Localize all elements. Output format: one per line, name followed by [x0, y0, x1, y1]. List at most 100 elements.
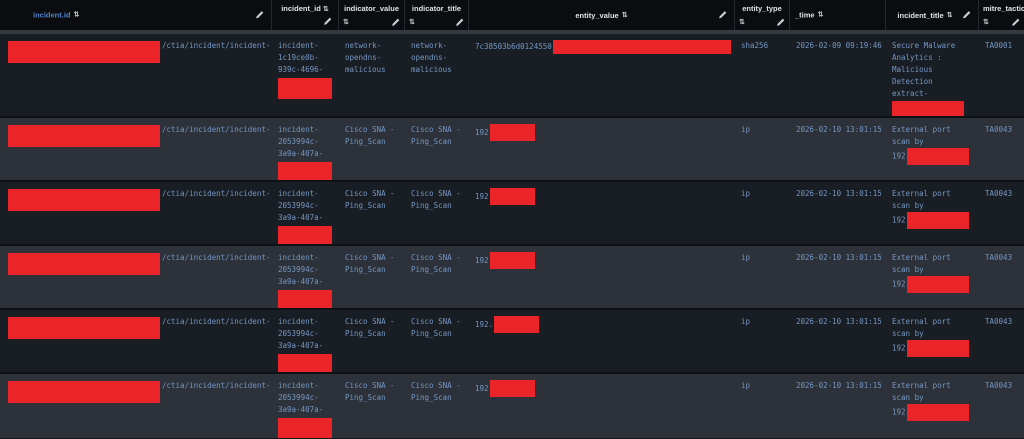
cell-incident-dot-id[interactable]: /ctia/incident/incident-	[0, 310, 272, 372]
column-header-entity-type[interactable]: entity_type ⇅	[735, 0, 790, 30]
edit-icon[interactable]	[1011, 18, 1020, 27]
column-header-entity-value[interactable]: entity_value ⇅	[469, 0, 735, 30]
cell-incident-id[interactable]: incident-2053994c-3a9a-407a-	[272, 310, 339, 372]
cell-incident-id[interactable]: incident-2053994c-3a9a-407a-	[272, 374, 339, 438]
cell-entity-type[interactable]: ip	[741, 381, 751, 390]
cell-indicator-title[interactable]: Cisco SNA - Ping_Scan	[411, 317, 461, 338]
cell-incident-id[interactable]: incident-2053994c-3a9a-407a-	[272, 118, 339, 180]
sort-icon[interactable]: ⇅	[343, 19, 349, 26]
cell-indicator-value[interactable]: Cisco SNA - Ping_Scan	[345, 253, 395, 274]
cell-time[interactable]: 2026-02-10 13:01:15	[796, 317, 882, 326]
sort-icon[interactable]: ⇅	[322, 6, 329, 13]
cell-incident-dot-id[interactable]: /ctia/incident/incident-	[0, 118, 272, 180]
cell-time[interactable]: 2026-02-10 13:01:15	[796, 125, 882, 134]
cell-incident-title[interactable]: External port scan by 192	[886, 246, 979, 308]
sort-icon[interactable]: ⇅	[817, 11, 824, 19]
redaction-box	[489, 380, 535, 397]
cell-time[interactable]: 2026-02-09 09:19:46	[796, 41, 882, 50]
cell-mitre-tactic[interactable]: TA0043	[985, 317, 1013, 326]
cell-entity-type[interactable]: ip	[741, 125, 751, 134]
cell-entity-value[interactable]: 7c38503b6d0124550	[469, 34, 735, 116]
cell-indicator-title[interactable]: Cisco SNA - Ping_Scan	[411, 125, 461, 146]
table-row: /ctia/incident/incident- incident-205399…	[0, 310, 1024, 374]
cell-incident-dot-id[interactable]: /ctia/incident/incident-	[0, 182, 272, 244]
cell-entity-type[interactable]: ip	[741, 253, 751, 262]
cell-entity-value[interactable]: 192.	[469, 310, 735, 372]
cell-indicator-title[interactable]: Cisco SNA - Ping_Scan	[411, 381, 461, 402]
cell-mitre-tactic[interactable]: TA0043	[985, 381, 1013, 390]
cell-incident-title[interactable]: External port scan by 192	[886, 118, 979, 180]
cell-indicator-value[interactable]: Cisco SNA - Ping_Scan	[345, 381, 395, 402]
column-header-incident-dot-id[interactable]: incident.id ⇅	[0, 0, 272, 30]
cell-time[interactable]: 2026-02-10 13:01:15	[796, 189, 882, 198]
redaction-box	[278, 162, 332, 180]
cell-time[interactable]: 2026-02-10 13:01:15	[796, 253, 882, 262]
redaction-box	[906, 212, 969, 229]
cell-incident-id[interactable]: incident-1c19ce0b-939c-4696-	[272, 34, 339, 116]
cell-entity-value[interactable]: 192	[469, 182, 735, 244]
cell-entity-type[interactable]: ip	[741, 317, 751, 326]
table-row: /ctia/incident/incident- incident-205399…	[0, 118, 1024, 182]
cell-indicator-value[interactable]: Cisco SNA - Ping_Scan	[345, 125, 395, 146]
cell-incident-title[interactable]: External port scan by 192	[886, 182, 979, 244]
column-header-indicator-title[interactable]: indicator_title ⇅	[405, 0, 469, 30]
redaction-box	[906, 276, 969, 293]
column-label: mitre_tactic	[983, 4, 1024, 13]
cell-mitre-tactic[interactable]: TA0043	[985, 125, 1013, 134]
redaction-box	[8, 189, 160, 211]
column-header-mitre-tactic[interactable]: mitre_tactic ⇅	[979, 0, 1024, 30]
edit-icon[interactable]	[323, 17, 332, 26]
column-header-time[interactable]: _time ⇅	[790, 0, 886, 30]
header-divider	[0, 30, 1024, 34]
column-header-incident-id[interactable]: incident_id ⇅	[272, 0, 339, 30]
cell-incident-title[interactable]: Secure Malware Analytics : Malicious Det…	[886, 34, 979, 116]
cell-mitre-tactic[interactable]: TA0001	[985, 41, 1013, 50]
cell-entity-type[interactable]: sha256	[741, 41, 769, 50]
cell-indicator-value[interactable]: Cisco SNA - Ping_Scan	[345, 189, 395, 210]
cell-entity-type[interactable]: ip	[741, 189, 751, 198]
sort-icon[interactable]: ⇅	[946, 11, 953, 19]
cell-incident-dot-id[interactable]: /ctia/incident/incident-	[0, 34, 272, 116]
edit-icon[interactable]	[962, 11, 971, 20]
cell-mitre-tactic[interactable]: TA0043	[985, 253, 1013, 262]
edit-icon[interactable]	[718, 11, 727, 20]
sort-icon[interactable]: ⇅	[621, 11, 628, 19]
cell-indicator-title[interactable]: network-opendns-malicious	[411, 41, 452, 74]
sort-icon[interactable]: ⇅	[409, 19, 415, 26]
sort-icon[interactable]: ⇅	[983, 19, 989, 26]
edit-icon[interactable]	[391, 18, 400, 27]
sort-icon[interactable]: ⇅	[739, 19, 745, 26]
cell-incident-id[interactable]: incident-2053994c-3a9a-407a-	[272, 182, 339, 244]
cell-indicator-title[interactable]: Cisco SNA - Ping_Scan	[411, 253, 461, 274]
table-row: /ctia/incident/incident- incident-205399…	[0, 182, 1024, 246]
edit-icon[interactable]	[255, 11, 264, 20]
cell-incident-title[interactable]: External port scan by 192	[886, 310, 979, 372]
column-label: entity_type	[742, 4, 782, 13]
column-header-incident-title[interactable]: incident_title ⇅	[886, 0, 979, 30]
cell-incident-dot-id[interactable]: /ctia/incident/incident-	[0, 374, 272, 438]
cell-entity-value[interactable]: 192	[469, 246, 735, 308]
column-label: incident_id	[281, 4, 321, 13]
column-label: incident_title	[897, 10, 944, 20]
redaction-box	[489, 124, 535, 141]
table-header-row: incident.id ⇅ incident_id ⇅ indicator_va…	[0, 0, 1024, 30]
cell-indicator-value[interactable]: Cisco SNA - Ping_Scan	[345, 317, 395, 338]
cell-entity-value[interactable]: 192	[469, 118, 735, 180]
column-label: incident.id	[33, 10, 71, 20]
cell-entity-value[interactable]: 192	[469, 374, 735, 438]
sort-icon[interactable]: ⇅	[73, 11, 80, 19]
cell-indicator-title[interactable]: Cisco SNA - Ping_Scan	[411, 189, 461, 210]
edit-icon[interactable]	[776, 18, 785, 27]
redaction-box	[8, 41, 160, 63]
cell-incident-title[interactable]: External port scan by 192	[886, 374, 979, 438]
column-header-indicator-value[interactable]: indicator_value ⇅	[339, 0, 405, 30]
cell-mitre-tactic[interactable]: TA0043	[985, 189, 1013, 198]
edit-icon[interactable]	[455, 18, 464, 27]
redaction-box	[8, 381, 160, 403]
redaction-box	[278, 226, 332, 244]
cell-incident-id[interactable]: incident-2053994c-3a9a-407a-	[272, 246, 339, 308]
cell-indicator-value[interactable]: network-opendns-malicious	[345, 41, 386, 74]
cell-time[interactable]: 2026-02-10 13:01:15	[796, 381, 882, 390]
cell-incident-dot-id[interactable]: /ctia/incident/incident-	[0, 246, 272, 308]
redaction-box	[906, 148, 969, 165]
